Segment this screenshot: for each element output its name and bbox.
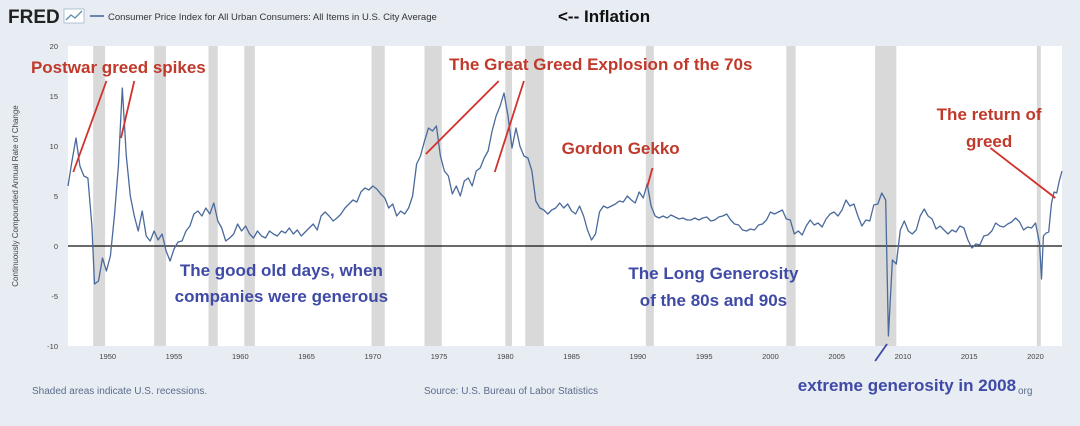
- chart-header: FRED Consumer Price Index for All Urban …: [8, 7, 650, 28]
- y-tick-label: 20: [50, 42, 58, 51]
- y-axis-label: Continuously Compounded Annual Rate of C…: [11, 105, 20, 287]
- recession-band-6: [505, 46, 512, 346]
- annotations: Postwar greed spikes The Great Greed Expl…: [31, 55, 1042, 395]
- recession-band-10: [875, 46, 897, 346]
- annotation-8: of the 80s and 90s: [640, 291, 787, 310]
- y-tick-label: 5: [54, 192, 58, 201]
- annotation-9: extreme generosity in 2008: [798, 376, 1016, 395]
- x-tick-label: 1995: [696, 352, 713, 361]
- pointer-line-1: [120, 80, 136, 139]
- recession-band-1: [154, 46, 167, 346]
- fred-logo-graph-icon: [63, 8, 85, 24]
- recession-band-2: [208, 46, 218, 346]
- fred-logo: FRED: [8, 7, 60, 28]
- x-tick-label: 1980: [497, 352, 514, 361]
- pointer-line-2: [425, 80, 500, 155]
- pointer-line-6: [874, 343, 888, 362]
- x-tick-label: 1985: [563, 352, 580, 361]
- recession-band-5: [424, 46, 442, 346]
- recession-band-3: [244, 46, 255, 346]
- x-tick-label: 1975: [431, 352, 448, 361]
- y-tick-label: 10: [50, 142, 58, 151]
- x-tick-label: 1955: [166, 352, 183, 361]
- y-tick-label: 0: [54, 242, 58, 251]
- annotation-3: The return of: [937, 105, 1042, 124]
- x-tick-label: 1990: [630, 352, 647, 361]
- pointer-line-4: [646, 167, 654, 188]
- inflation-note: <-- Inflation: [558, 7, 650, 26]
- x-tick-label: 2005: [828, 352, 845, 361]
- cpi-series: [67, 87, 1063, 337]
- x-axis: 1950 1955 1960 1965 1970 1975 1980 1985 1990 1995…: [99, 352, 1043, 361]
- annotation-2: Gordon Gekko: [562, 139, 680, 158]
- x-tick-label: 2015: [961, 352, 978, 361]
- x-tick-label: 1970: [364, 352, 381, 361]
- recessions-note: Shaded areas indicate U.S. recessions.: [32, 386, 207, 397]
- legend-label: Consumer Price Index for All Urban Consu…: [108, 12, 437, 23]
- x-tick-label: 1960: [232, 352, 249, 361]
- y-tick-label: 15: [50, 92, 58, 101]
- y-tick-label: -10: [47, 342, 58, 351]
- annotation-0: Postwar greed spikes: [31, 58, 206, 77]
- annotation-6: companies were generous: [175, 287, 389, 306]
- y-axis: -10 -5 0 5 10 15 20: [47, 42, 58, 351]
- series-line-0: [67, 87, 1063, 337]
- pointer-line-3: [493, 80, 525, 173]
- x-tick-label: 2010: [895, 352, 912, 361]
- recession-band-0: [93, 46, 106, 346]
- pointer-line-0: [72, 80, 108, 173]
- annotation-5: The good old days, when: [180, 261, 383, 280]
- watermark-text: org: [1018, 386, 1032, 397]
- annotation-pointers: [72, 80, 1056, 362]
- annotation-7: The Long Generosity: [628, 264, 799, 283]
- x-tick-label: 1950: [99, 352, 116, 361]
- annotation-4: greed: [966, 132, 1012, 151]
- y-tick-label: -5: [51, 292, 58, 301]
- recession-band-9: [786, 46, 796, 346]
- pointer-line-5: [989, 147, 1056, 199]
- x-tick-label: 1965: [298, 352, 315, 361]
- source-note: Source: U.S. Bureau of Labor Statistics: [424, 386, 598, 397]
- x-tick-label: 2000: [762, 352, 779, 361]
- annotation-1: The Great Greed Explosion of the 70s: [449, 55, 752, 74]
- x-tick-label: 2020: [1027, 352, 1044, 361]
- recession-band-11: [1036, 46, 1041, 346]
- recession-band-4: [371, 46, 385, 346]
